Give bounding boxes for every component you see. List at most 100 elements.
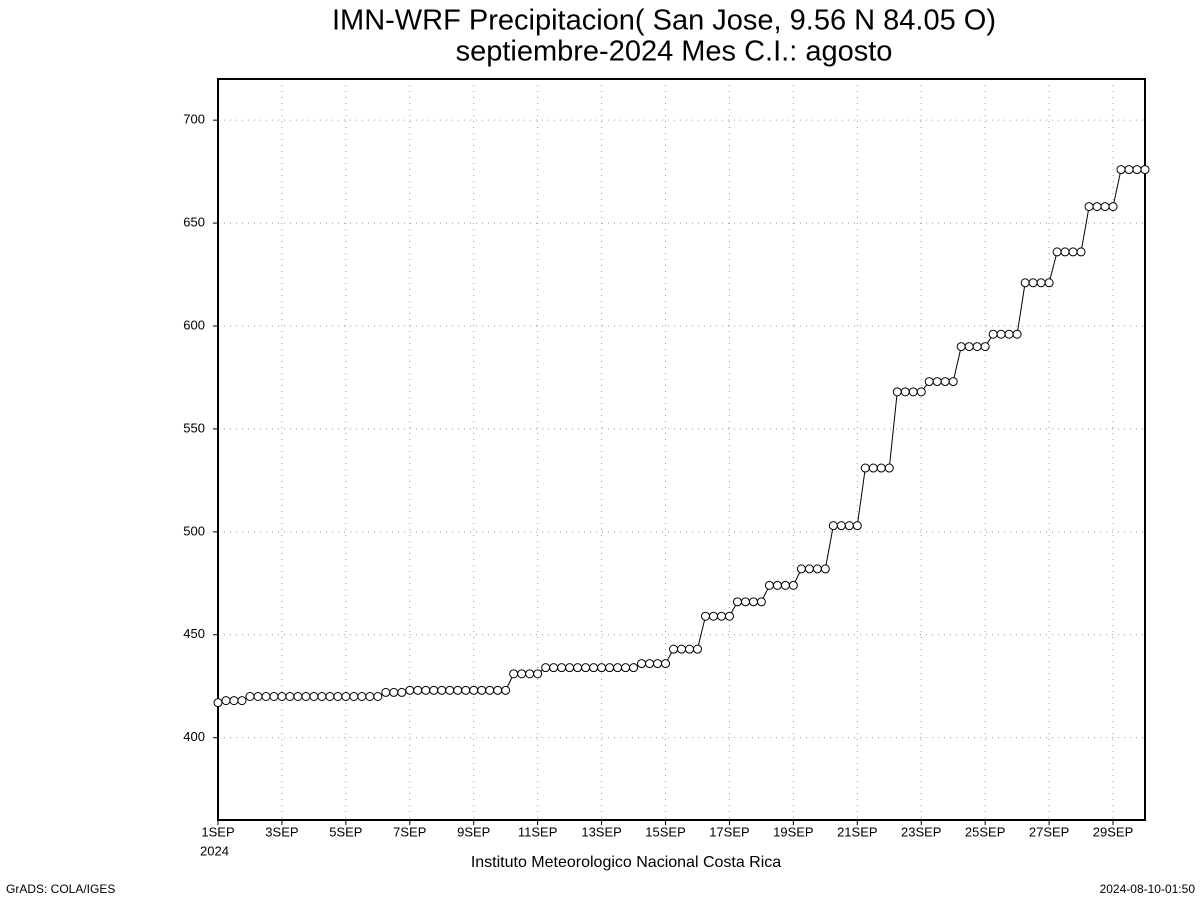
data-point xyxy=(541,663,551,673)
data-point xyxy=(621,663,631,673)
data-point xyxy=(229,696,239,706)
data-point xyxy=(429,685,439,695)
x-tick-label: 13SEP xyxy=(581,824,621,839)
data-point xyxy=(581,663,591,673)
data-point xyxy=(533,669,543,679)
data-point xyxy=(756,597,766,607)
data-point xyxy=(413,685,423,695)
data-point xyxy=(645,659,655,669)
data-point xyxy=(373,692,383,701)
y-tick-label: 550 xyxy=(183,420,205,435)
data-point xyxy=(1124,165,1134,175)
data-point xyxy=(812,564,822,574)
data-point xyxy=(253,692,263,701)
data-point xyxy=(213,698,223,708)
y-tick-label: 600 xyxy=(183,317,205,332)
data-point xyxy=(900,387,910,397)
data-point xyxy=(1052,247,1062,257)
chart-title: IMN-WRF Precipitacion( San Jose, 9.56 N … xyxy=(332,5,996,37)
data-point xyxy=(1012,329,1022,339)
data-point xyxy=(661,659,671,669)
data-point xyxy=(437,685,447,695)
y-tick-label: 400 xyxy=(183,729,205,744)
data-point xyxy=(748,597,758,607)
data-point xyxy=(716,611,726,621)
footer-right: 2024-08-10-01:50 xyxy=(1100,882,1196,896)
data-point xyxy=(788,580,798,590)
data-point xyxy=(876,463,886,473)
data-point xyxy=(637,659,647,669)
plot-frame xyxy=(217,78,1146,821)
data-point xyxy=(261,692,271,701)
data-point xyxy=(980,342,990,352)
x-tick-label: 17SEP xyxy=(709,824,749,839)
data-point xyxy=(325,692,335,701)
data-point xyxy=(796,564,806,574)
x-tick-label: 7SEP xyxy=(393,824,426,839)
data-point xyxy=(828,521,838,531)
data-point xyxy=(868,463,878,473)
data-point xyxy=(589,663,599,673)
data-point xyxy=(237,696,247,706)
data-point xyxy=(996,329,1006,339)
x-tick-label: 19SEP xyxy=(773,824,813,839)
data-point xyxy=(405,685,415,695)
x-sublabel: 2024 xyxy=(200,843,229,858)
x-tick-label: 25SEP xyxy=(965,824,1005,839)
x-tick-label: 29SEP xyxy=(1093,824,1133,839)
data-point xyxy=(653,659,663,669)
data-point xyxy=(389,687,399,697)
x-tick-label: 27SEP xyxy=(1029,824,1069,839)
data-point xyxy=(916,387,926,397)
chart-subtitle: septiembre-2024 Mes C.I.: agosto xyxy=(456,36,893,68)
data-point xyxy=(972,342,982,352)
data-point xyxy=(956,342,966,352)
data-point xyxy=(1060,247,1070,257)
data-point xyxy=(461,685,471,695)
data-point xyxy=(445,685,455,695)
x-tick-label: 21SEP xyxy=(837,824,877,839)
x-tick-label: 1SEP xyxy=(201,824,234,839)
data-point xyxy=(421,685,431,695)
data-point xyxy=(365,692,375,701)
data-point xyxy=(269,692,279,701)
data-point xyxy=(772,580,782,590)
data-point xyxy=(932,377,942,387)
data-point xyxy=(1100,202,1110,212)
data-point xyxy=(501,685,511,695)
data-point xyxy=(525,669,535,679)
footer-left: GrADS: COLA/IGES xyxy=(6,882,115,896)
data-point xyxy=(724,611,734,621)
data-point xyxy=(804,564,814,574)
data-point xyxy=(301,692,311,701)
data-point xyxy=(684,644,694,654)
data-point xyxy=(1084,202,1094,212)
data-point xyxy=(597,663,607,673)
data-point xyxy=(1020,278,1030,288)
x-axis-label: Instituto Meteorologico Nacional Costa R… xyxy=(471,854,781,871)
data-point xyxy=(924,377,934,387)
data-point xyxy=(708,611,718,621)
data-point xyxy=(357,692,367,701)
data-point xyxy=(469,685,479,695)
x-tick-label: 9SEP xyxy=(457,824,490,839)
data-point xyxy=(940,377,950,387)
data-point xyxy=(1076,247,1086,257)
data-point xyxy=(964,342,974,352)
data-point xyxy=(1036,278,1046,288)
data-point xyxy=(493,685,503,695)
data-point xyxy=(700,611,710,621)
data-point xyxy=(245,692,255,701)
data-point xyxy=(764,580,774,590)
data-point xyxy=(780,580,790,590)
data-point xyxy=(317,692,327,701)
data-point xyxy=(844,521,854,531)
data-point xyxy=(477,685,487,695)
data-point xyxy=(1132,165,1142,175)
data-point xyxy=(565,663,575,673)
y-tick-label: 500 xyxy=(183,523,205,538)
data-point xyxy=(333,692,343,701)
data-point xyxy=(397,687,407,697)
